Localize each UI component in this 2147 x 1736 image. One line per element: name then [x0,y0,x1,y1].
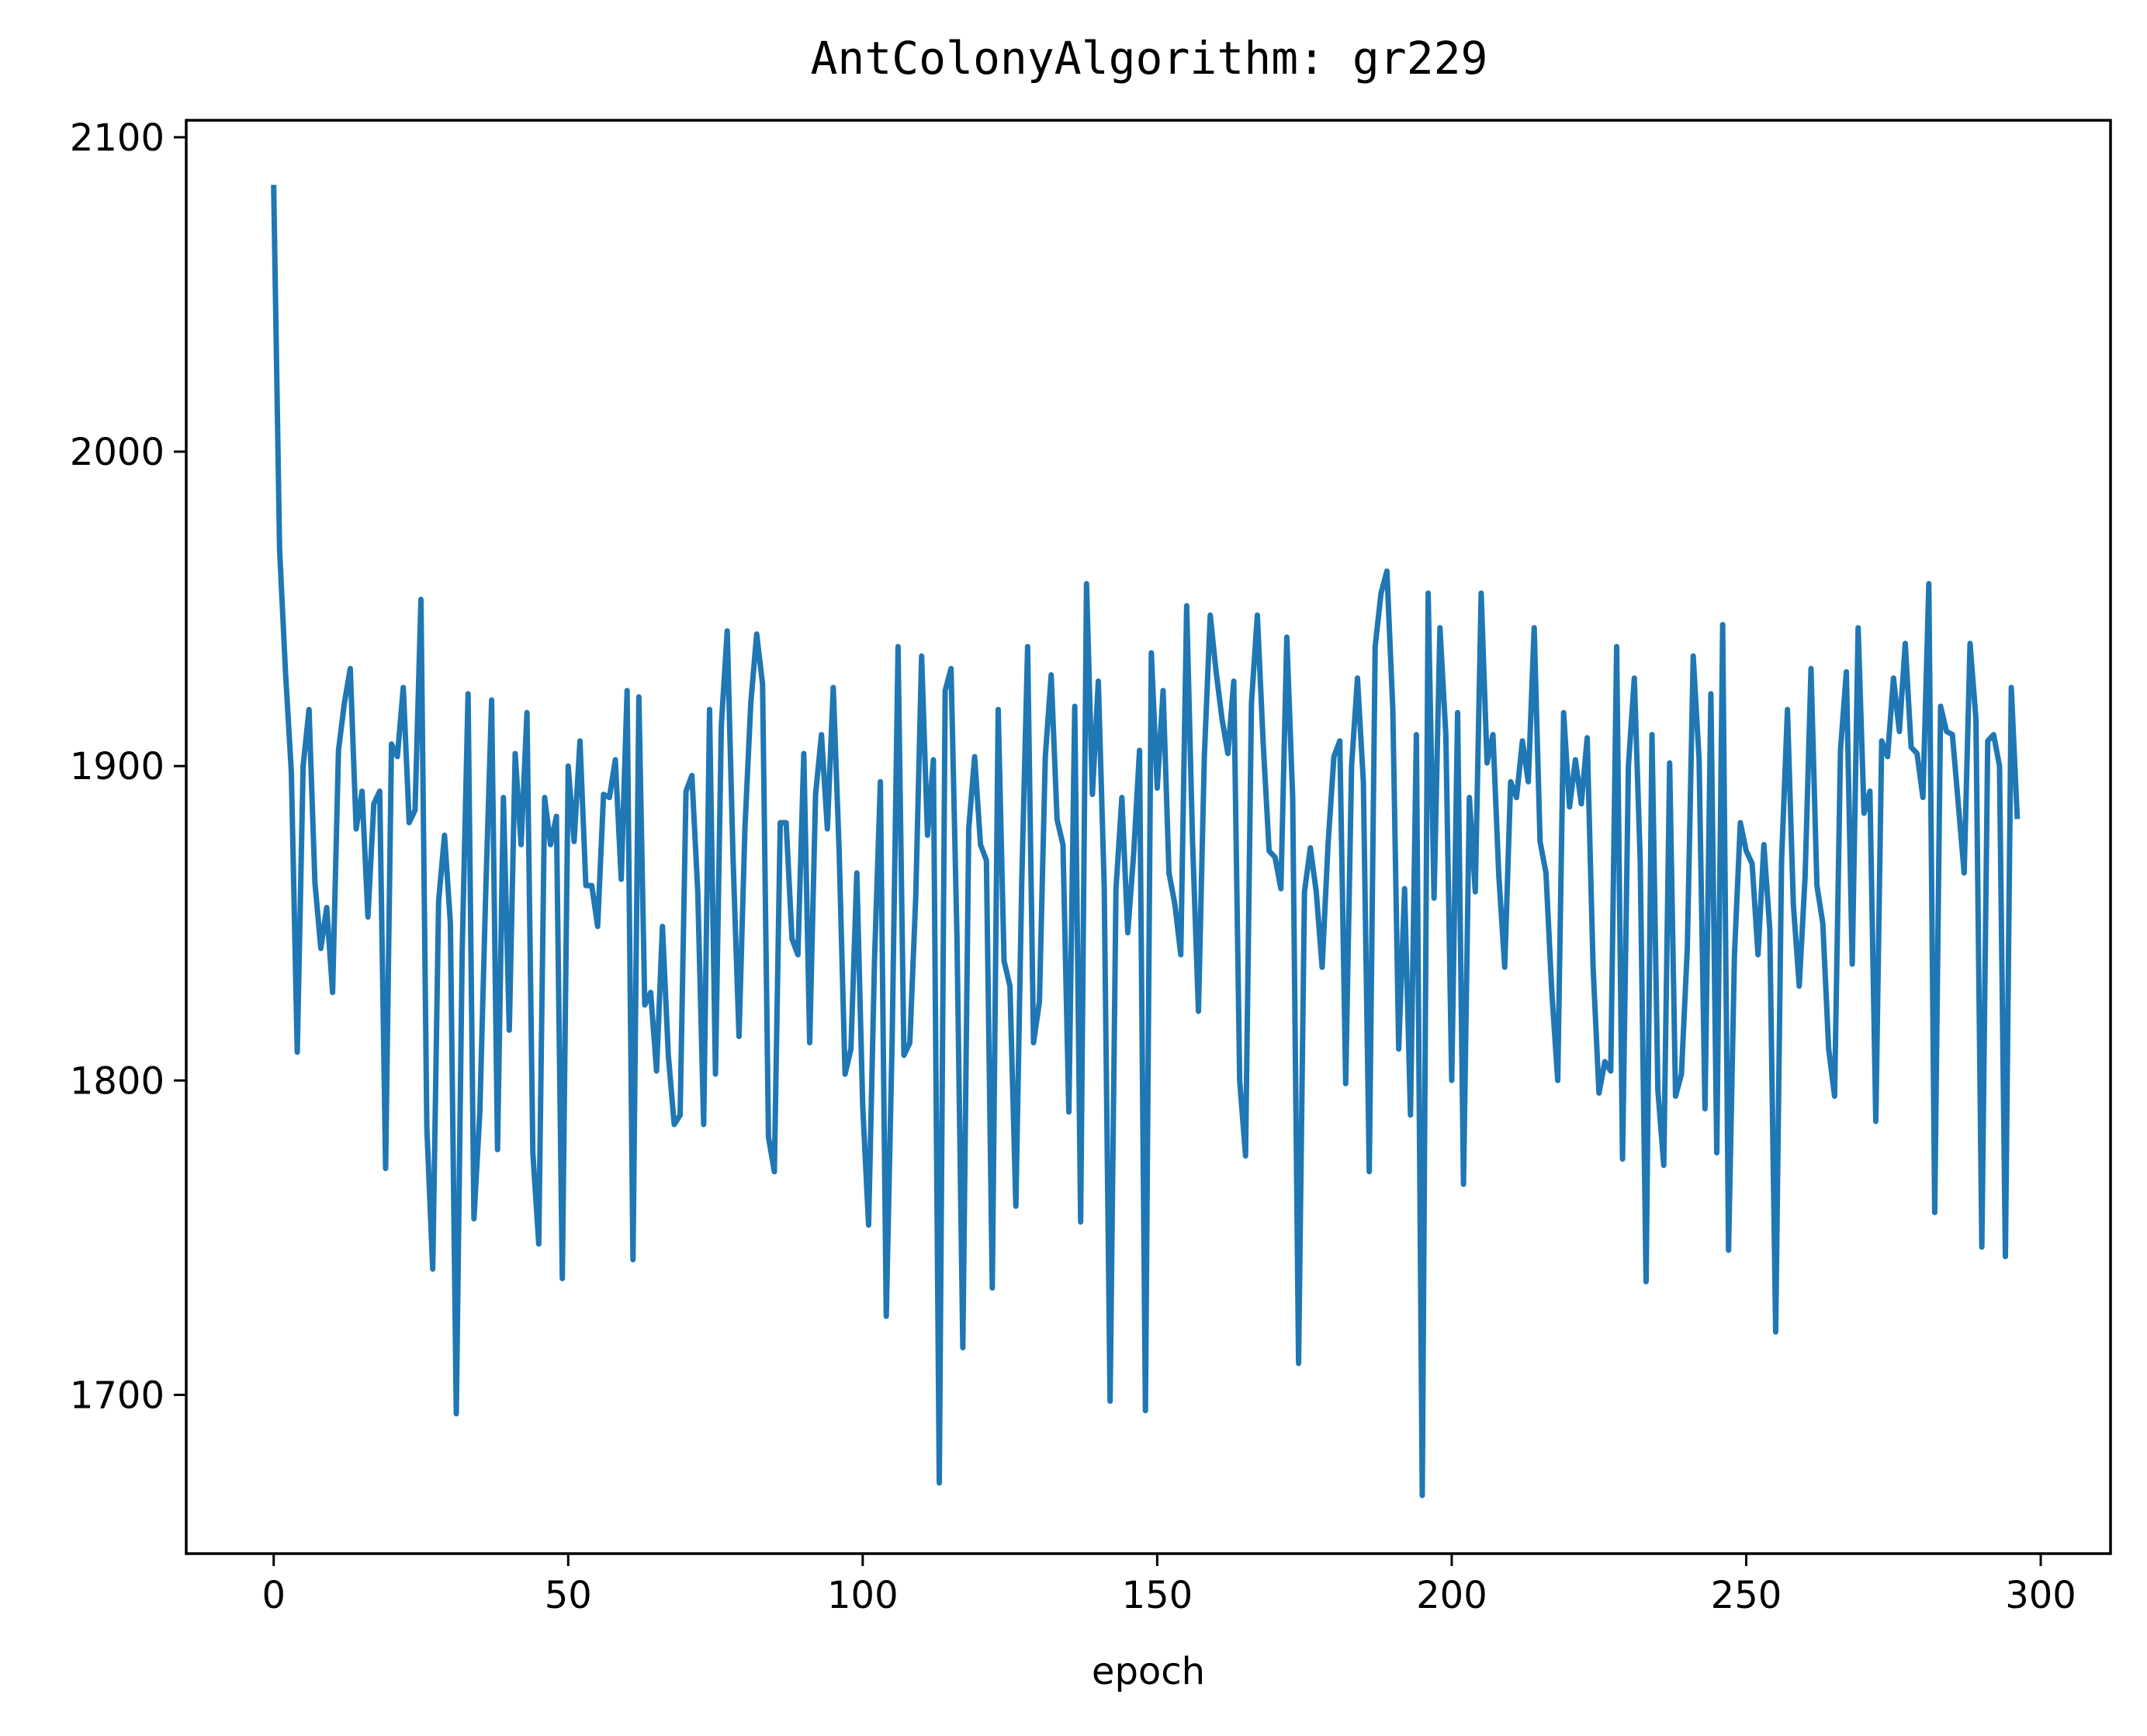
series-line-0 [271,185,2021,1499]
plot-frame [185,119,2112,1555]
y-tick-label: 2000 [70,431,164,474]
x-axis: 0 50 100 150 200 250 300 [261,1554,2076,1617]
y-axis: 1700 1800 1900 2000 2100 [70,116,186,1417]
x-tick-label: 0 [261,1574,286,1617]
x-tick-label: 300 [2005,1574,2076,1617]
y-tick-label: 2100 [70,116,164,160]
y-tick-label: 1800 [70,1059,164,1103]
plot-area [185,119,2112,1555]
x-tick-label: 150 [1122,1574,1193,1617]
x-axis-label: epoch [1092,1650,1205,1693]
chart-title: AntColonyAlgorithm: gr229 [811,32,1488,85]
y-tick-label: 1700 [70,1374,164,1417]
series-layer [271,185,2021,1499]
x-tick-label: 250 [1711,1574,1782,1617]
x-tick-label: 200 [1416,1574,1487,1617]
y-tick-label: 1900 [70,745,164,788]
x-tick-label: 50 [545,1574,592,1617]
x-tick-label: 100 [827,1574,899,1617]
